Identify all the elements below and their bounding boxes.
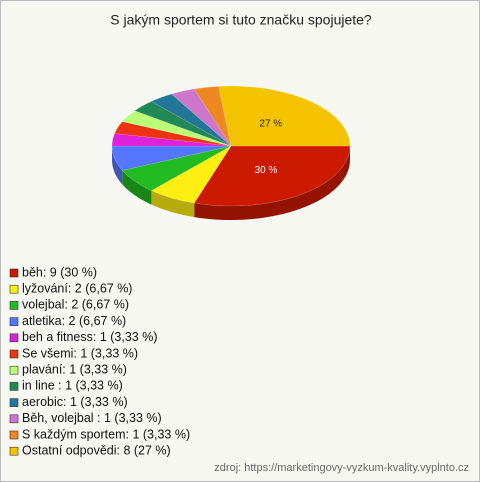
- legend-label: atletika: 2 (6,67 %): [22, 314, 126, 328]
- legend-swatch: [9, 398, 19, 407]
- legend-swatch: [9, 365, 19, 375]
- pie-slice: [218, 85, 351, 147]
- pie-slice: [170, 88, 232, 147]
- source: zdroj: https://marketingovy-vyzkum-kvali…: [214, 462, 469, 474]
- pie-side: [151, 190, 195, 218]
- pie-side: [122, 170, 152, 205]
- legend-swatch: [9, 382, 19, 391]
- legend-swatch: [9, 268, 19, 278]
- legend-swatch: [9, 317, 19, 326]
- legend-label: S každým sportem: 1 (3,33 %): [22, 427, 190, 441]
- legend-label: běh: 9 (30 %): [22, 265, 97, 279]
- pie-slice: [111, 145, 232, 171]
- pie-slice: [121, 110, 232, 147]
- pie-slice: [193, 86, 232, 147]
- pie-slice: [111, 133, 232, 147]
- value-label: 27 %: [259, 118, 282, 129]
- value-label: 30 %: [255, 165, 278, 176]
- pie-slice: [150, 145, 232, 204]
- legend-label: lyžování: 2 (6,67 %): [22, 281, 132, 295]
- pie-side: [194, 146, 350, 220]
- pie-side: [112, 146, 123, 185]
- legend-swatch: [9, 446, 19, 456]
- pie-slice: [150, 93, 232, 147]
- legend-label: Se všemi: 1 (3,33 %): [22, 346, 138, 360]
- legend-swatch: [9, 414, 19, 424]
- legend-label: aerobic: 1 (3,33 %): [22, 395, 128, 409]
- legend-swatch: [9, 349, 19, 359]
- pie-slice: [114, 121, 232, 147]
- pie-slice: [121, 145, 232, 191]
- legend-label: plavání: 1 (3,33 %): [22, 362, 127, 376]
- legend-label: volejbal: 2 (6,67 %): [22, 298, 129, 312]
- legend-swatch: [9, 284, 19, 294]
- pie-slice: [134, 101, 232, 147]
- legend-label: beh a fitness: 1 (3,33 %): [22, 330, 158, 344]
- legend-label: Běh, volejbal : 1 (3,33 %): [22, 411, 162, 425]
- legend-label: Ostatní odpovědi: 8 (27 %): [22, 443, 171, 457]
- legend-swatch: [9, 430, 19, 440]
- pie-slice: [193, 145, 351, 207]
- chart-title: S jakým sportem si tuto značku spojujete…: [110, 12, 372, 28]
- legend-swatch: [9, 301, 19, 310]
- legend-swatch: [9, 333, 19, 343]
- legend-label: in line : 1 (3,33 %): [22, 379, 123, 393]
